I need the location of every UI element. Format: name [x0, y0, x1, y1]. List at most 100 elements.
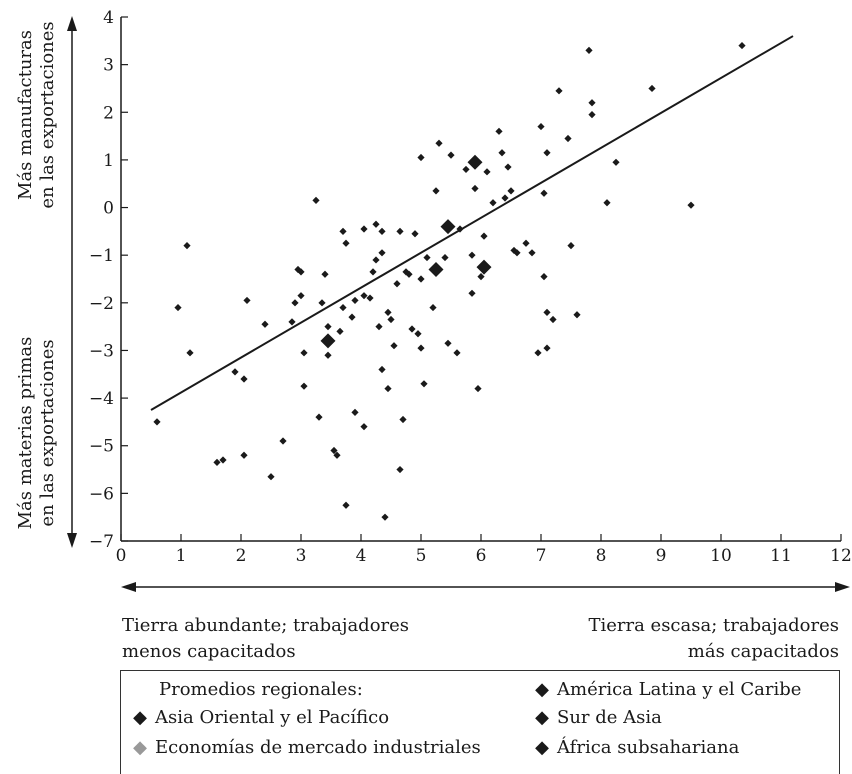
y-label-top-line2: en las exportaciones	[37, 21, 58, 208]
country-point	[342, 239, 350, 247]
country-point	[183, 242, 191, 250]
x-note-right: Tierra escasa; trabajadores más capacita…	[588, 613, 839, 665]
country-point	[435, 139, 443, 147]
x-note-left: Tierra abundante; trabajadores menos cap…	[122, 613, 409, 665]
country-point	[186, 349, 194, 357]
country-point	[495, 127, 503, 135]
x-tick-label: 3	[296, 546, 307, 566]
country-point	[324, 351, 332, 359]
country-point	[480, 232, 488, 240]
country-point	[378, 227, 386, 235]
country-point	[441, 253, 449, 262]
country-point	[528, 249, 536, 257]
country-point	[420, 380, 428, 388]
y-tick-label: −4	[89, 389, 114, 409]
country-point	[321, 270, 329, 278]
y-tick-label: 1	[103, 151, 114, 171]
country-point	[543, 344, 551, 352]
country-point	[267, 473, 275, 481]
x-tick-label: 6	[476, 546, 487, 566]
country-point	[288, 318, 296, 326]
trend-line-path	[150, 35, 794, 411]
legend-diamond-icon: ◆	[535, 679, 549, 700]
country-point	[297, 292, 305, 300]
legend-diamond-icon: ◆	[133, 737, 147, 758]
legend-diamond-icon: ◆	[133, 707, 147, 728]
country-point	[315, 413, 323, 421]
country-point	[423, 253, 431, 262]
country-point	[567, 242, 575, 250]
legend-label: Economías de mercado industriales	[155, 737, 481, 758]
country-point	[522, 239, 530, 247]
country-point	[348, 313, 356, 321]
legend-item-america-latina: ◆ América Latina y el Caribe	[533, 678, 801, 702]
country-point	[324, 323, 332, 331]
country-point	[378, 249, 386, 257]
country-point	[504, 163, 512, 171]
y-label-bottom-line1: Más materias primas	[15, 337, 36, 530]
legend-diamond-icon: ◆	[535, 707, 549, 728]
y-tick-label: −3	[89, 341, 114, 361]
country-point	[564, 134, 572, 143]
x-note-right-line2: más capacitados	[687, 641, 839, 662]
country-point	[351, 408, 359, 416]
country-point	[543, 308, 551, 316]
country-point	[312, 196, 320, 204]
country-point	[468, 289, 476, 297]
country-point	[396, 227, 404, 235]
country-point	[360, 423, 368, 431]
country-point	[417, 153, 425, 162]
regional-average-point	[428, 261, 444, 277]
trend-line	[150, 35, 794, 411]
x-tick-label: 0	[116, 546, 127, 566]
country-point	[444, 339, 452, 347]
x-tick-label: 5	[416, 546, 427, 566]
country-point	[297, 268, 305, 276]
country-point	[342, 501, 350, 509]
country-point	[279, 437, 287, 445]
x-note-right-line1: Tierra escasa; trabajadores	[588, 615, 839, 636]
country-point	[417, 344, 425, 352]
legend-title: Promedios regionales:	[159, 679, 363, 700]
regional-average-point	[476, 259, 492, 275]
country-point	[408, 325, 416, 333]
legend-item-economias-industriales: ◆ Economías de mercado industriales	[131, 736, 481, 760]
y-tick-label: −5	[89, 437, 114, 457]
x-tick-label: 1	[176, 546, 187, 566]
country-point	[534, 349, 542, 357]
legend-label: Asia Oriental y el Pacífico	[155, 707, 390, 728]
country-point	[612, 158, 620, 166]
country-point	[687, 201, 695, 209]
country-point	[243, 296, 251, 305]
country-point	[477, 273, 485, 281]
country-point	[498, 149, 506, 157]
country-point	[399, 415, 407, 424]
country-point	[585, 46, 593, 54]
legend-item-africa-subsahariana: ◆ África subsahariana	[533, 736, 739, 760]
country-point	[396, 465, 404, 474]
regional-average-point	[440, 219, 456, 235]
x-tick-label: 7	[536, 546, 547, 566]
country-point	[540, 189, 548, 197]
country-point	[372, 220, 380, 228]
data-points	[153, 41, 746, 521]
x-note-left-line2: menos capacitados	[122, 641, 296, 662]
country-point	[366, 294, 374, 302]
x-tick-label: 9	[656, 546, 667, 566]
y-tick-label: 3	[103, 56, 114, 76]
country-point	[300, 382, 308, 390]
y-label-top: Más manufacturas en las exportaciones	[15, 21, 58, 208]
country-point	[339, 303, 347, 312]
y-label-top-line1: Más manufacturas	[15, 30, 36, 200]
country-point	[417, 275, 425, 283]
country-point	[339, 227, 347, 235]
legend-diamond-icon: ◆	[535, 737, 549, 758]
country-point	[240, 451, 248, 459]
x-direction-arrow	[121, 582, 850, 592]
country-point	[381, 513, 389, 521]
country-point	[240, 375, 248, 383]
country-point	[219, 456, 227, 464]
country-point	[738, 41, 746, 50]
country-point	[507, 187, 515, 195]
country-point	[549, 315, 557, 324]
